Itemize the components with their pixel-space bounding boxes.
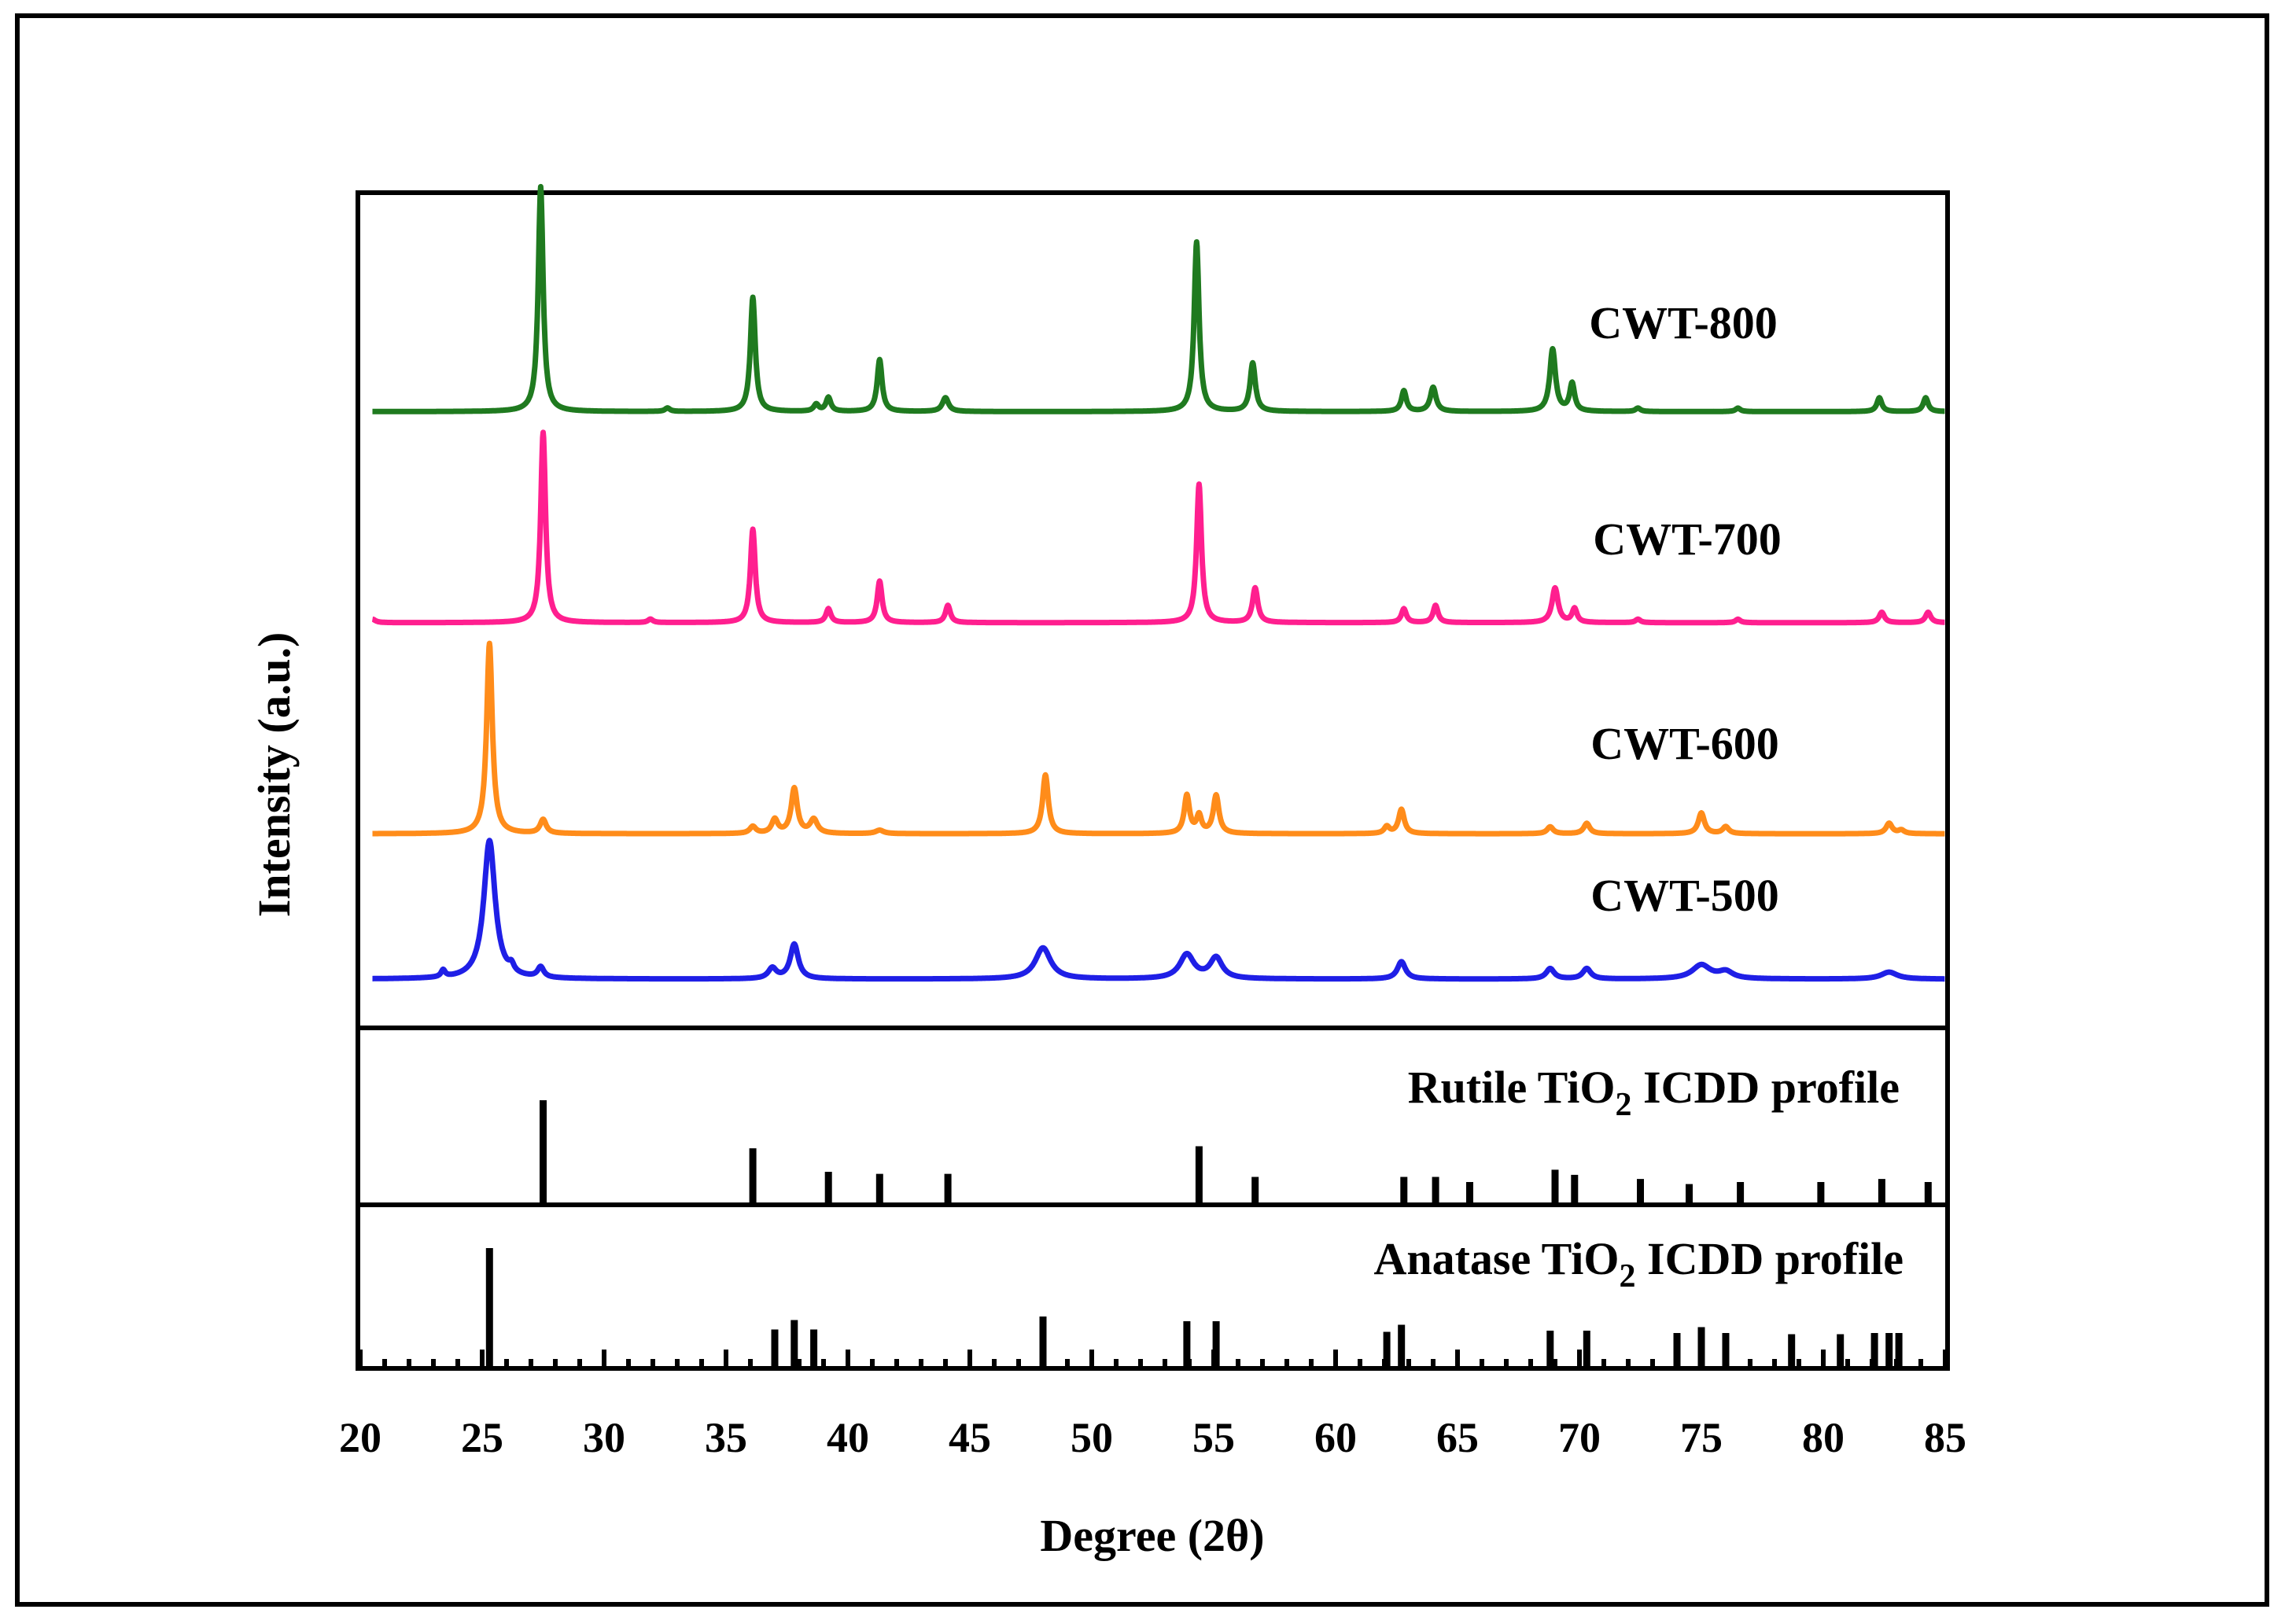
x-tick-label-50: 50	[1071, 1414, 1113, 1461]
anatase-profile-label: Anatase TiO2 ICDD profile	[1373, 1233, 1904, 1294]
series-line-cwt-600	[370, 640, 1948, 837]
series-label-cwt-700: CWT-700	[1593, 514, 1782, 565]
series-line-cwt-500	[370, 838, 1948, 982]
x-tick-label-30: 30	[583, 1414, 625, 1461]
x-tick-label-60: 60	[1314, 1414, 1357, 1461]
series-label-cwt-600: CWT-600	[1590, 718, 1779, 769]
x-tick-label-85: 85	[1924, 1414, 1966, 1461]
x-tick-label-35: 35	[705, 1414, 747, 1461]
rutile-label-tail: ICDD profile	[1632, 1062, 1900, 1113]
series-label-cwt-800: CWT-800	[1589, 297, 1778, 348]
series-layer	[370, 183, 1948, 982]
rutile-profile-label: Rutile TiO2 ICDD profile	[1408, 1062, 1900, 1123]
x-tick-label-75: 75	[1680, 1414, 1723, 1461]
reference-lines-layer	[485, 1100, 1932, 1366]
series-label-cwt-500: CWT-500	[1590, 870, 1779, 921]
anatase-panel	[356, 1202, 1950, 1371]
x-tick-label-65: 65	[1436, 1414, 1479, 1461]
series-line-cwt-700	[370, 429, 1948, 626]
x-tick-label-55: 55	[1192, 1414, 1235, 1461]
x-tick-label-40: 40	[827, 1414, 869, 1461]
anatase-label-sub: 2	[1620, 1258, 1636, 1294]
x-tick-label-20: 20	[339, 1414, 381, 1461]
x-axis: 20 25 30 35 40 45 50 55 60 65 70 75 80 85	[339, 1350, 1966, 1461]
series-line-cwt-800	[370, 183, 1948, 414]
x-tick-label-70: 70	[1558, 1414, 1601, 1461]
anatase-label-tail: ICDD profile	[1636, 1233, 1904, 1284]
x-axis-title: Degree (2θ)	[1040, 1510, 1264, 1561]
y-axis-title: Intensity (a.u.)	[249, 632, 300, 918]
x-tick-label-80: 80	[1802, 1414, 1845, 1461]
rutile-label-main: Rutile TiO	[1408, 1062, 1616, 1113]
anatase-label-main: Anatase TiO	[1373, 1233, 1619, 1284]
x-tick-label-45: 45	[949, 1414, 991, 1461]
rutile-label-sub: 2	[1616, 1087, 1632, 1123]
x-tick-label-25: 25	[461, 1414, 503, 1461]
